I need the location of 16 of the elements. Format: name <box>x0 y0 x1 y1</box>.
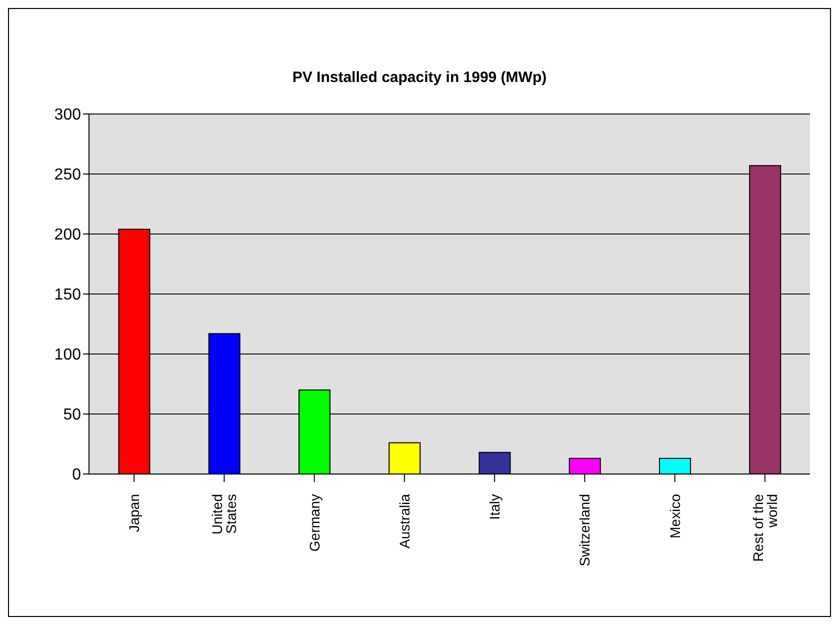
y-tick-label: 0 <box>72 466 82 484</box>
x-tick-label: United States <box>209 494 240 534</box>
x-tick-label: Italy <box>486 494 503 520</box>
x-tick-label: Rest of the world <box>750 494 780 562</box>
y-tick-label: 100 <box>54 346 82 364</box>
y-tick-label: 300 <box>54 106 82 124</box>
x-tick-label: Germany <box>306 494 322 552</box>
chart-title: PV Installed capacity in 1999 (MWp) <box>292 69 547 86</box>
y-tick-label: 150 <box>54 286 82 304</box>
x-tick-label: Mexico <box>666 494 683 538</box>
y-tick-label: 250 <box>54 166 82 184</box>
x-tick-label: Japan <box>126 494 142 532</box>
x-tick-label: Australia <box>396 494 412 548</box>
y-tick-label: 50 <box>63 406 82 424</box>
x-tick-label: Switzerland <box>576 494 593 566</box>
y-tick-label: 200 <box>54 226 82 244</box>
